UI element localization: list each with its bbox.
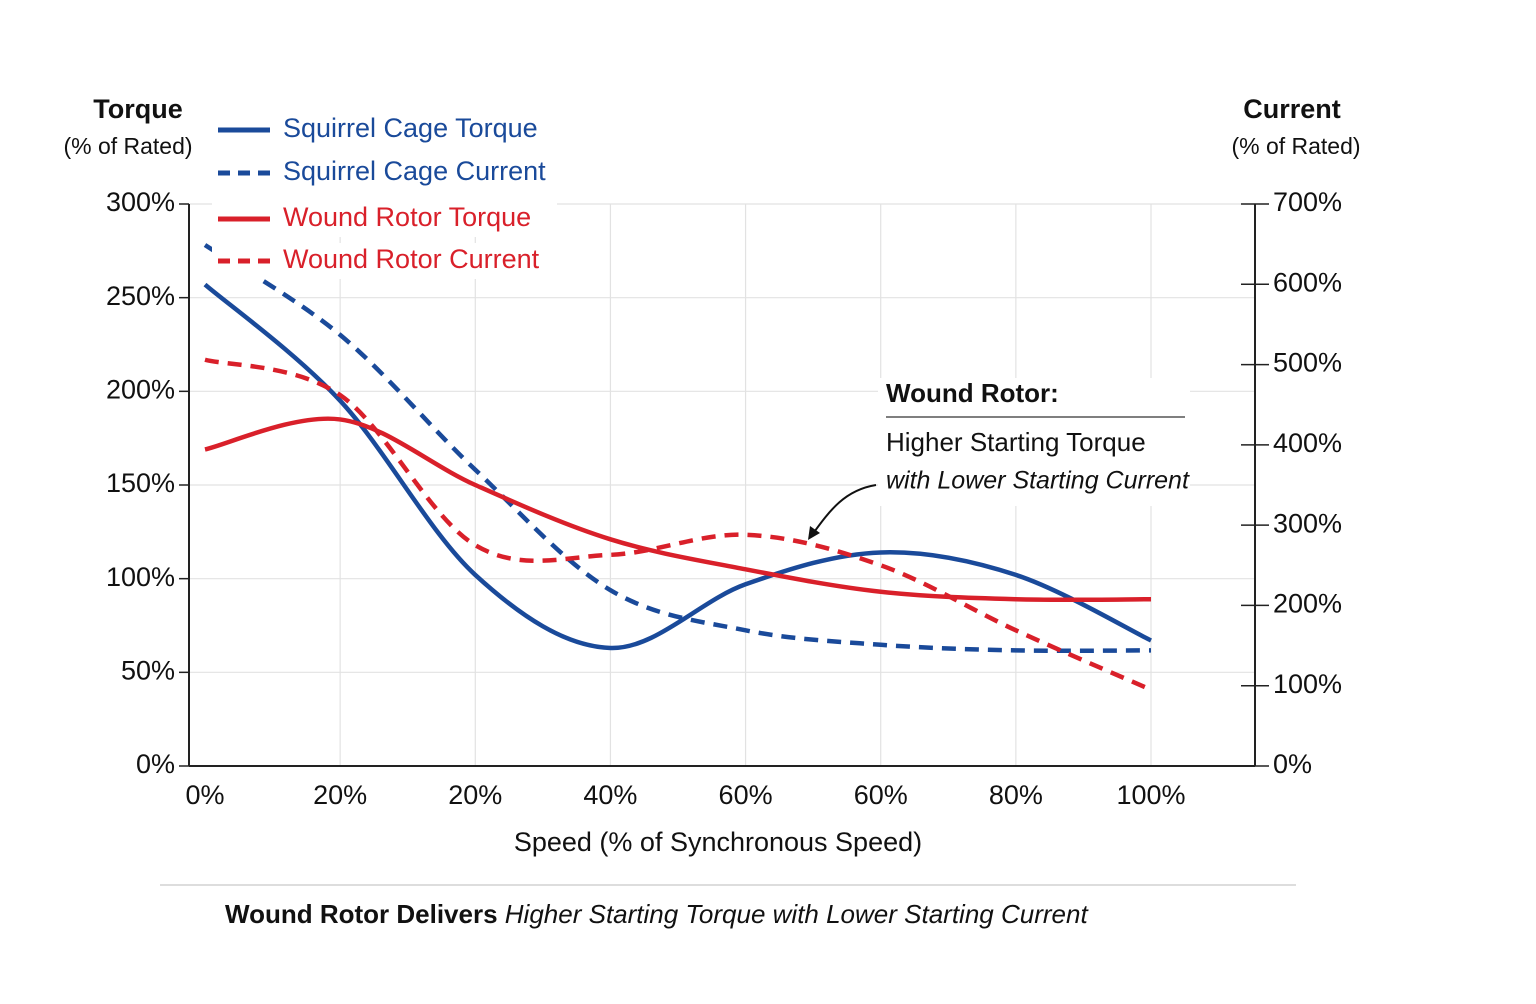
annotation-title: Wound Rotor: [886,378,1059,408]
x-title: Speed (% of Synchronous Speed) [514,827,922,857]
y2-subtitle: (% of Rated) [1231,133,1360,159]
y-tick-label: 300% [106,187,175,217]
annotation-line2: with Lower Starting Current [886,467,1190,495]
footer: Wound Rotor Delivers Higher Starting Tor… [225,899,1089,929]
y-tick-label: 100% [106,562,175,592]
x-tick-label: 60% [719,780,773,810]
y2-tick-label: 0% [1273,749,1312,779]
footer-italic: Higher Starting Torque with Lower Starti… [505,899,1090,929]
y2-tick-label: 700% [1273,187,1342,217]
footer-bold: Wound Rotor Delivers [225,899,498,929]
y-title: Torque [93,94,183,124]
x-tick-label: 20% [313,780,367,810]
series-line [204,357,1152,692]
legend-label: Squirrel Cage Torque [283,113,538,143]
y2-tick-label: 200% [1273,589,1342,619]
x-tick-label: 80% [989,780,1043,810]
y2-tick-label: 300% [1273,508,1342,538]
series-line [203,243,1152,654]
y-subtitle: (% of Rated) [63,133,192,159]
y2-tick-label: 600% [1273,267,1342,297]
series-line [203,282,1152,651]
x-tick-label: 60% [854,780,908,810]
annotation-line1: Higher Starting Torque [886,427,1146,457]
y2-tick-label: 400% [1273,428,1342,458]
annotation-arrow [811,484,877,536]
annotation-arrowhead [808,526,820,540]
x-tick-label: 0% [185,780,224,810]
plot: 0% 50% 100% 150% 200% 250% 300% 0% 100% 200% 300% 4… [106,112,1342,810]
y-tick-label: 200% [106,374,175,404]
legend-label: Wound Rotor Current [283,244,540,274]
legend-label: Wound Rotor Torque [283,202,531,232]
annotation-box [878,378,1190,506]
y-tick-label: 250% [106,281,175,311]
y2-tick-label: 500% [1273,348,1342,378]
y-tick-label: 0% [136,749,175,779]
legend-label: Squirrel Cage Current [283,156,546,186]
x-tick-label: 40% [583,780,637,810]
x-tick-label: 20% [448,780,502,810]
y2-title: Current [1243,94,1341,124]
series-line [204,416,1152,603]
x-tick-label: 100% [1116,780,1185,810]
y2-tick-label: 100% [1273,669,1342,699]
y-tick-label: 50% [121,655,175,685]
y-tick-label: 150% [106,468,175,498]
